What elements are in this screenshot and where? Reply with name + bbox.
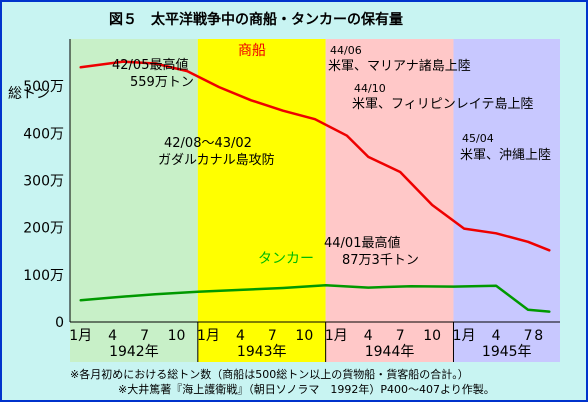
- y-tick-label: 300万: [23, 174, 64, 190]
- x-tick-label: 10: [295, 328, 313, 344]
- x-tick-label: 1月: [69, 328, 92, 344]
- series-label-merchant: 商船: [238, 43, 266, 59]
- y-tick-label: 200万: [23, 221, 64, 237]
- y-tick-label: 500万: [23, 79, 64, 95]
- annotation-line: 米軍、フィリピンレイテ島上陸: [352, 96, 533, 112]
- annotation-leyte: 44/10 米軍、フィリピンレイテ島上陸: [352, 82, 533, 112]
- annotation-line: 42/05最高値: [112, 57, 188, 73]
- y-tick-label: 0: [55, 315, 64, 331]
- y-axis-title: 総トン: [8, 86, 50, 102]
- data-series: [79, 60, 551, 313]
- x-tick-label: 7: [268, 328, 277, 344]
- annotation-line: 45/04: [462, 132, 494, 145]
- x-tick-label: 10: [168, 328, 186, 344]
- year-label: 1942年: [109, 344, 159, 360]
- footnote-1: ※各月初めにおける総トン数（商船は500総トン以上の貨物船・貨客船の合計。）: [70, 367, 469, 381]
- annotation-guadalcanal: 42/08～43/02 ガダルカナル島攻防: [158, 136, 275, 168]
- x-tick-label: 10: [423, 328, 441, 344]
- annotation-line: 米軍、マリアナ諸島上陸: [328, 58, 471, 74]
- x-tick-label: 7: [396, 328, 405, 344]
- x-tick-label: 4: [236, 328, 245, 344]
- x-tick-label: 4: [364, 328, 373, 344]
- annotation-line: ガダルカナル島攻防: [158, 152, 275, 168]
- x-tick-label: 4: [108, 328, 117, 344]
- chart-title: 図５ 太平洋戦争中の商船・タンカーの保有量: [109, 11, 403, 28]
- year-label: 1943年: [237, 344, 287, 360]
- annotation-line: 42/08～43/02: [164, 136, 252, 151]
- x-axis-labels: 1月 4 7 10 1月 4 7 10 1月 4 7 10 1月 4 7 8: [69, 328, 543, 344]
- series-label-tanker: タンカー: [258, 251, 314, 267]
- y-axis-labels: 0 100万 200万 300万 400万 500万: [23, 79, 64, 331]
- tanker-series-line: [79, 283, 551, 313]
- year-band: [197, 39, 326, 362]
- year-bands: 1942年 1943年 1944年 1945年: [69, 39, 560, 362]
- x-tick-label: 8: [534, 328, 543, 344]
- annotation-marianas: 44/06 米軍、マリアナ諸島上陸: [328, 44, 471, 74]
- annotation-line: 米軍、沖縄上陸: [460, 147, 551, 163]
- annotation-line: 44/10: [354, 82, 386, 95]
- footnote-2: ※大井篤著『海上護衛戦』（朝日ソノラマ 1992年）P400～407より作製。: [118, 382, 495, 396]
- y-tick-label: 100万: [23, 268, 64, 284]
- annotation-tanker-peak: 44/01最高値 87万3千トン: [324, 235, 419, 268]
- year-band: [70, 39, 198, 362]
- x-tick-label: 1月: [325, 328, 348, 344]
- annotation-merchant-peak: 42/05最高値 559万トン: [112, 57, 194, 90]
- x-tick-label: 4: [492, 328, 501, 344]
- x-tick-label: 7: [140, 328, 149, 344]
- annotation-line: 559万トン: [130, 75, 194, 90]
- x-tick-label: 7: [524, 328, 533, 344]
- annotation-line: 87万3千トン: [342, 253, 419, 268]
- year-band: [453, 39, 560, 362]
- annotation-line: 44/06: [330, 44, 362, 57]
- x-tick-label: 1月: [197, 328, 220, 344]
- annotation-line: 44/01最高値: [324, 235, 400, 251]
- year-band: [325, 39, 454, 362]
- year-label: 1944年: [365, 344, 415, 360]
- x-tick-label: 1月: [453, 328, 476, 344]
- y-tick-label: 400万: [23, 126, 64, 142]
- merchant-series-line: [79, 60, 551, 252]
- chart: 図５ 太平洋戦争中の商船・タンカーの保有量 1942年 1943年 1944年 194…: [8, 11, 560, 396]
- annotation-okinawa: 45/04 米軍、沖縄上陸: [460, 132, 551, 163]
- year-label: 1945年: [482, 344, 532, 360]
